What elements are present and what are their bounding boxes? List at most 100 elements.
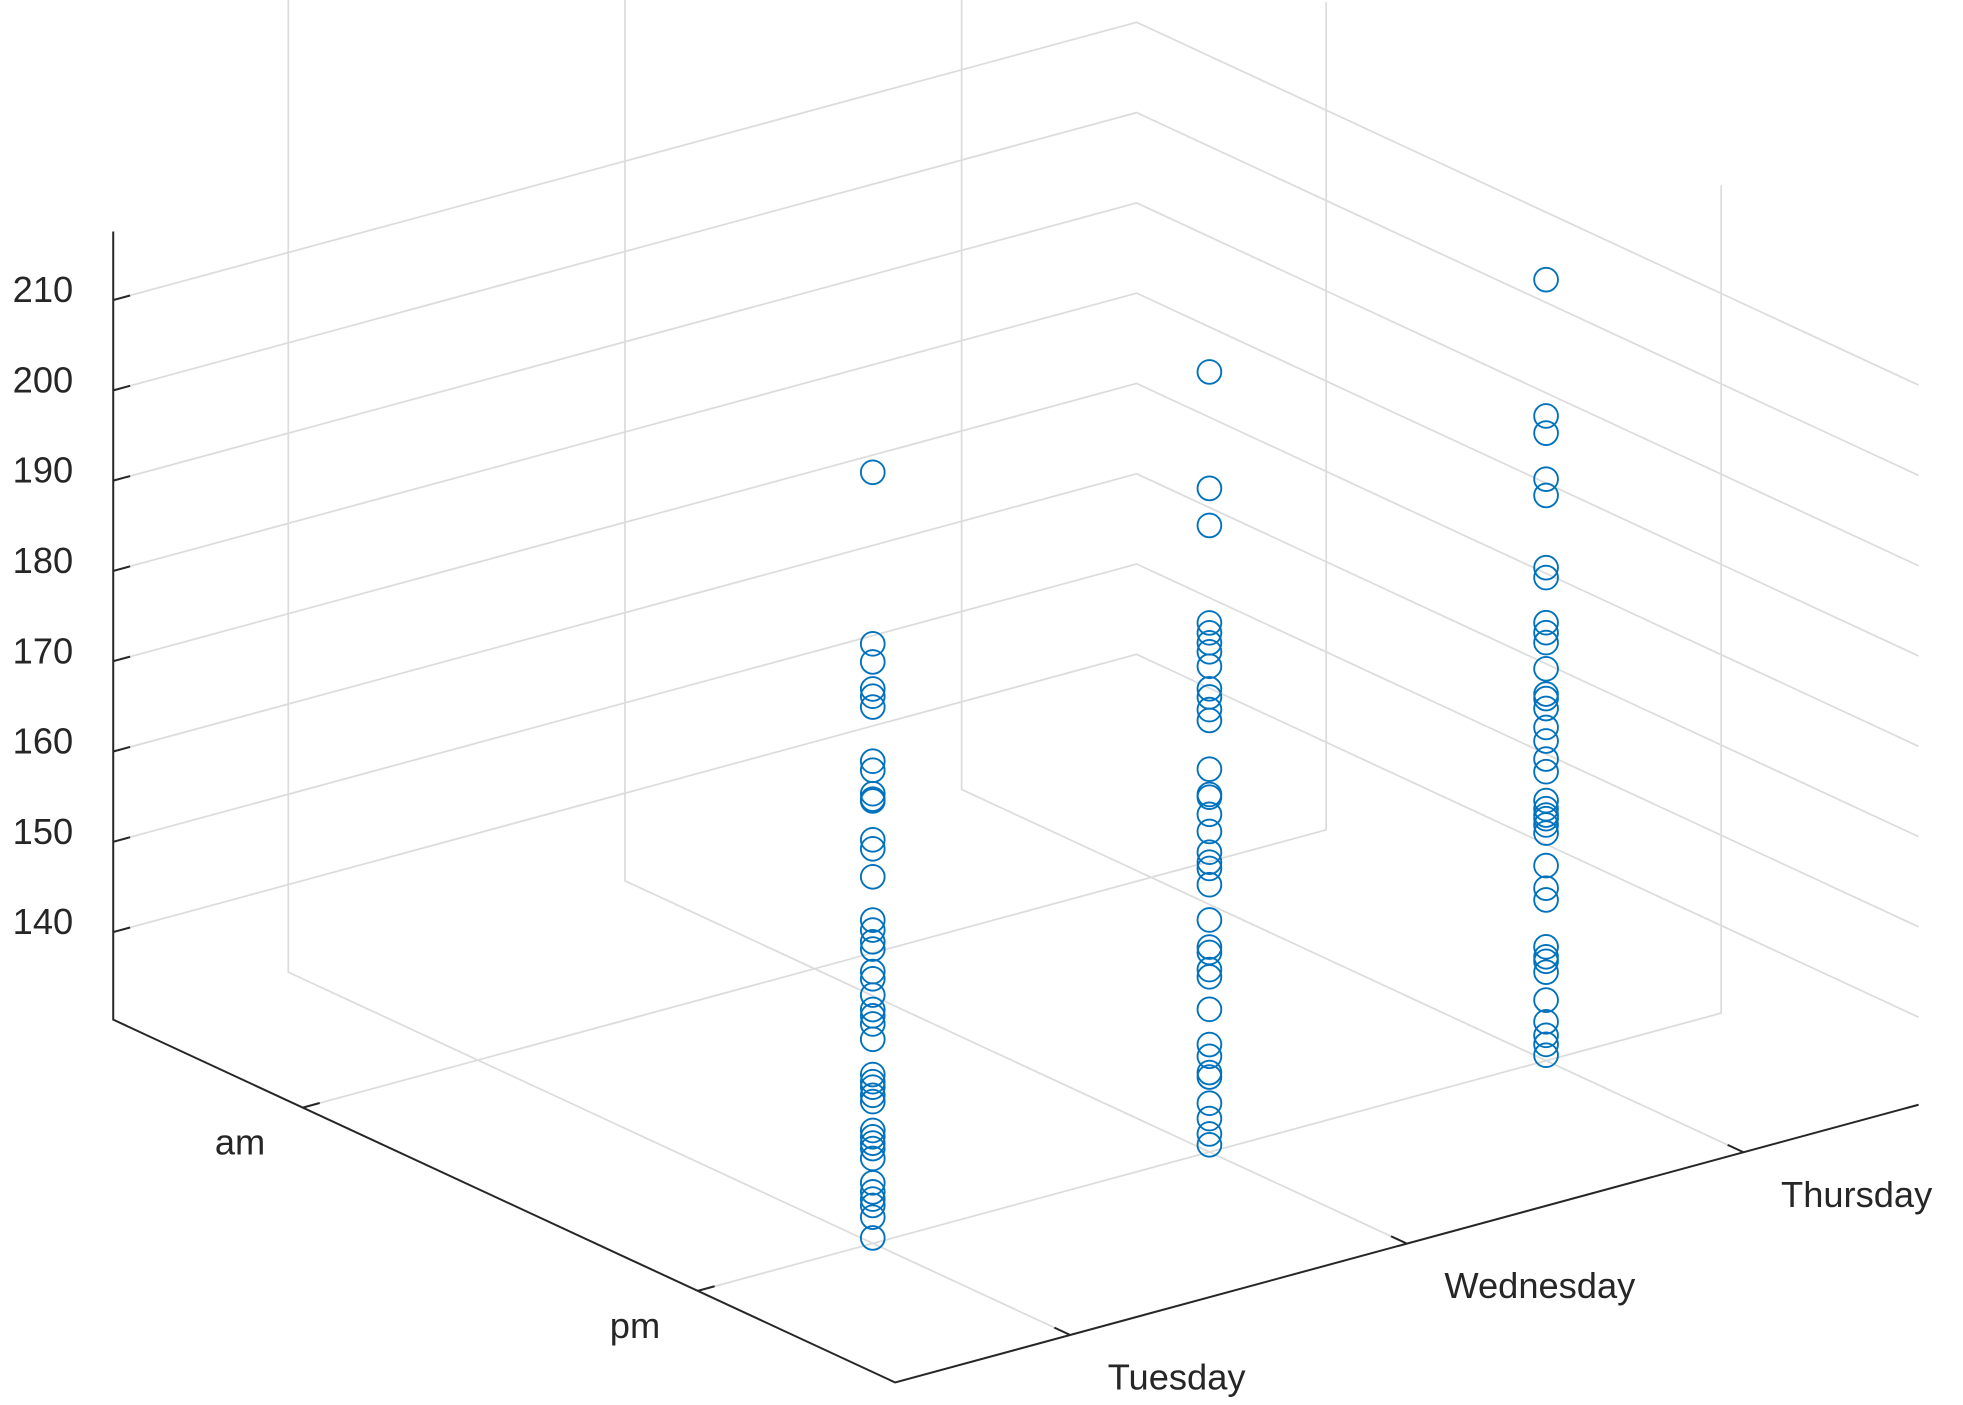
data-point [859, 835, 886, 862]
data-point [1533, 466, 1559, 492]
data-point [1196, 818, 1223, 845]
data-point [859, 1123, 886, 1150]
data-point [859, 1074, 886, 1100]
data-point [859, 1170, 886, 1196]
data-point [859, 786, 886, 812]
data-point [1533, 482, 1559, 509]
data-point [1533, 987, 1559, 1013]
data-point [1533, 714, 1559, 741]
data-point [1533, 728, 1559, 754]
data-point [1196, 1031, 1223, 1058]
data-point [1196, 675, 1223, 702]
x-tick [1727, 1143, 1744, 1154]
z-tick-label: 140 [13, 901, 74, 942]
z-tick-label: 160 [13, 721, 74, 762]
data-point [1196, 784, 1223, 810]
data-point [859, 1204, 886, 1230]
data-point [1196, 996, 1223, 1023]
data-point [1196, 756, 1223, 782]
data-point [859, 459, 886, 486]
data-point [859, 917, 886, 943]
data-point [1533, 758, 1559, 785]
grid-line [112, 111, 1919, 477]
data-point [1196, 801, 1223, 828]
data-point [859, 788, 886, 814]
data-point [859, 683, 886, 710]
data-point [1533, 1031, 1559, 1058]
data-point [859, 965, 886, 992]
data-point [859, 1061, 886, 1088]
y-tick-label: am [215, 1122, 265, 1163]
x-tick [1390, 1235, 1408, 1245]
data-point [859, 1179, 886, 1205]
data-point [1196, 934, 1223, 960]
data-point [1533, 959, 1559, 985]
z-tick [112, 565, 131, 572]
z-tick [112, 926, 131, 934]
data-point [1196, 620, 1223, 646]
data-point [1196, 1064, 1223, 1090]
z-tick-label: 190 [13, 450, 74, 491]
data-point [859, 676, 886, 702]
data-point [1533, 554, 1559, 581]
data-point [859, 863, 886, 890]
grid-line [697, 185, 1723, 1292]
data-point [1196, 512, 1223, 539]
x-tick-label: Wednesday [1444, 1265, 1636, 1306]
grid-line [624, 0, 1408, 1245]
data-point [1533, 655, 1559, 682]
x-tick-label: Thursday [1781, 1174, 1933, 1215]
data-point [859, 1068, 886, 1095]
grid-line [112, 21, 1919, 386]
x-tick-label: Tuesday [1108, 1357, 1247, 1398]
data-point [1196, 1059, 1223, 1086]
data-point [1196, 1043, 1223, 1070]
data-point [1196, 849, 1223, 875]
data-point [1533, 1008, 1559, 1035]
grid-line [112, 202, 1919, 567]
data-point [859, 1225, 886, 1251]
grid-line [287, 0, 1071, 1336]
data-point [1533, 805, 1559, 832]
z-tick [112, 836, 131, 843]
data-point [1533, 948, 1559, 975]
data-point [1196, 964, 1223, 990]
data-point [1533, 564, 1559, 591]
z-tick-label: 170 [13, 630, 74, 671]
data-point [1533, 1022, 1559, 1049]
data-point [1196, 653, 1223, 680]
axis-line [112, 231, 1919, 1384]
data-point [859, 694, 886, 720]
data-point [1533, 403, 1559, 429]
data-point [1533, 685, 1559, 712]
data-point [1196, 1121, 1223, 1147]
data-point [1196, 707, 1223, 734]
data-point [859, 748, 886, 775]
data-point [1533, 934, 1559, 960]
data-point [1533, 820, 1559, 846]
z-tick [112, 475, 131, 482]
z-tick-label: 180 [13, 540, 74, 581]
data-point [1196, 638, 1223, 665]
grid-line [960, 0, 1744, 1154]
data-point [859, 649, 886, 675]
data-point [1196, 610, 1223, 636]
data-point [1196, 475, 1223, 502]
data-point [1533, 746, 1559, 772]
grid-line [112, 653, 1919, 1018]
data-point [1196, 1105, 1223, 1132]
data-point [1533, 943, 1559, 970]
z-tick-label: 200 [13, 359, 74, 400]
data-point [1196, 907, 1223, 933]
z-tick-label: 210 [13, 269, 74, 310]
data-point [859, 936, 886, 962]
data-point [859, 1088, 886, 1115]
data-point [1533, 887, 1559, 913]
data-point [859, 1130, 886, 1156]
data-point [1533, 1042, 1559, 1069]
data-point [859, 826, 886, 853]
data-point [1196, 871, 1223, 898]
data-point [1196, 359, 1223, 385]
data-point [1196, 1090, 1223, 1117]
